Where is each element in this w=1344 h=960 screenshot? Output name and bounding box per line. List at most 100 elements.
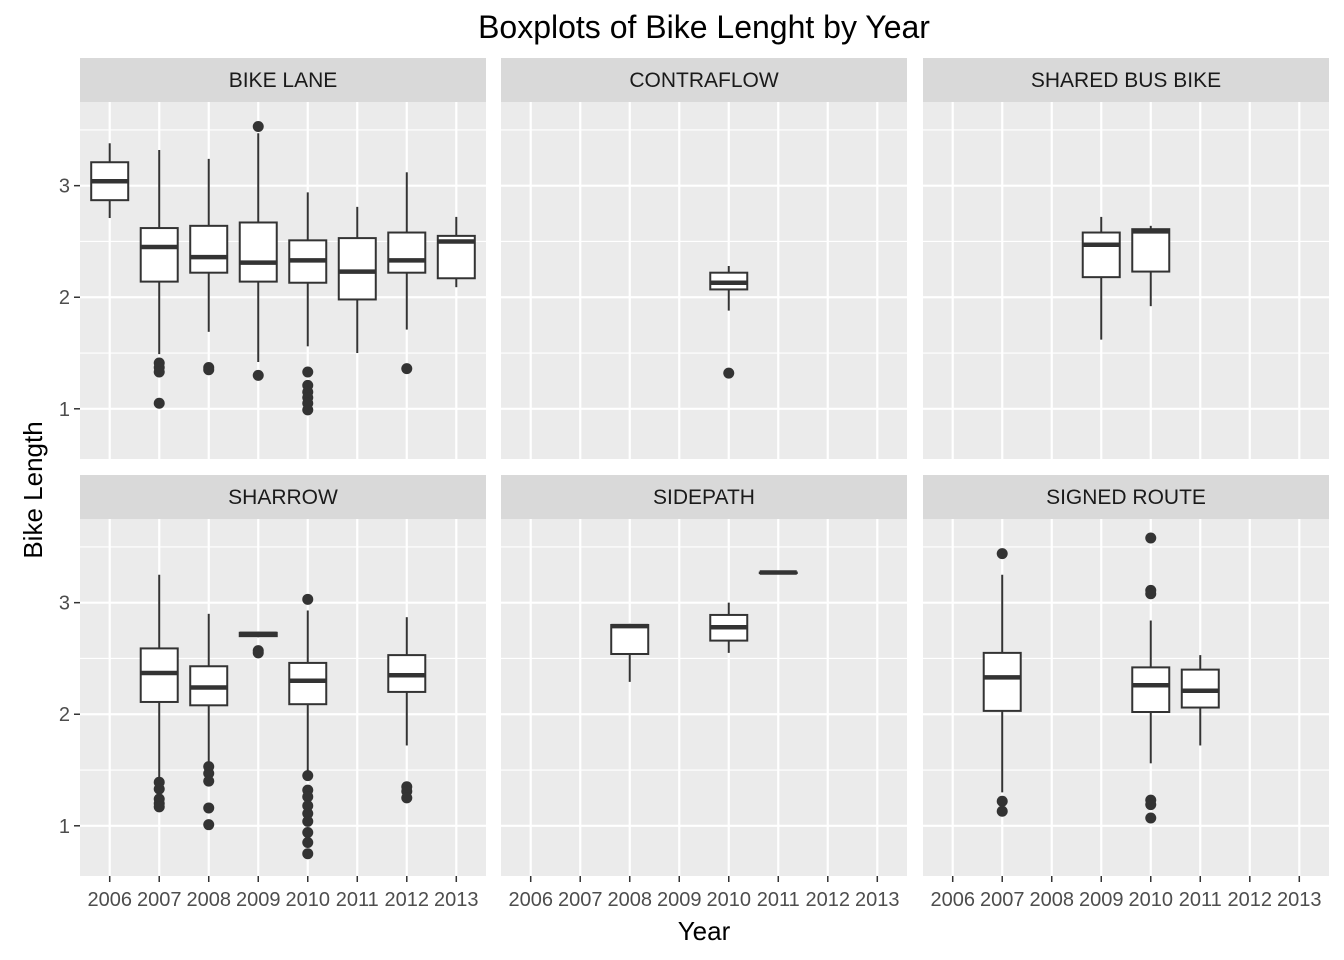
x-tick-label: 2007 xyxy=(137,889,182,911)
box-bike-lane-2012 xyxy=(387,172,427,375)
box-contraflow-2010 xyxy=(709,265,749,379)
box-signed-route-2010 xyxy=(1131,532,1171,824)
box-sharrow-2008 xyxy=(189,613,229,831)
box-iqr xyxy=(387,231,427,274)
outlier-point xyxy=(302,815,314,827)
x-tick-label: 2009 xyxy=(657,889,702,911)
outlier-point xyxy=(252,647,264,659)
box-iqr xyxy=(1131,228,1171,273)
y-tick-label: 1 xyxy=(59,816,70,838)
x-tick-label: 2012 xyxy=(1228,889,1273,911)
x-tick-label: 2008 xyxy=(607,889,652,911)
x-tick-label: 2007 xyxy=(558,889,603,911)
box-iqr xyxy=(610,623,650,655)
facet-sidepath: SIDEPATH 2006 2007 2008 2009 2010 2011 2012 2013 xyxy=(501,475,907,911)
outlier-point xyxy=(996,795,1008,807)
box-bike-lane-2011 xyxy=(337,206,377,354)
facet-strip xyxy=(923,58,1329,102)
facet-strip-label: SIGNED ROUTE xyxy=(1046,486,1206,509)
box-sharrow-2010 xyxy=(288,593,328,860)
outlier-point xyxy=(153,801,165,813)
x-tick-label: 2011 xyxy=(1179,889,1222,911)
outlier-point xyxy=(401,792,413,804)
box-iqr xyxy=(1131,666,1171,714)
outlier-point xyxy=(302,770,314,782)
y-tick-label: 2 xyxy=(59,287,70,309)
facet-strip xyxy=(501,58,907,102)
x-tick-label: 2007 xyxy=(980,889,1025,911)
x-tick-label: 2006 xyxy=(87,889,132,911)
outlier-point xyxy=(203,819,215,831)
outlier-point xyxy=(302,808,314,820)
outlier-point xyxy=(153,397,165,409)
panel-background xyxy=(501,519,907,876)
x-tick-label: 2013 xyxy=(434,889,479,911)
box-signed-route-2011 xyxy=(1180,655,1220,746)
outlier-point xyxy=(302,404,314,416)
chart-title: Boxplots of Bike Lenght by Year xyxy=(478,9,930,45)
y-axis-title: Bike Length xyxy=(18,421,48,558)
outlier-point xyxy=(153,366,165,378)
box-shared-bus-bike-2009 xyxy=(1081,216,1121,340)
box-iqr xyxy=(982,651,1022,712)
facet-strip-label: SHARROW xyxy=(228,486,338,509)
x-tick-label: 2008 xyxy=(186,889,231,911)
outlier-point xyxy=(302,826,314,838)
outlier-point xyxy=(1145,812,1157,824)
facet-contraflow: CONTRAFLOW xyxy=(501,58,907,459)
box-sharrow-2009 xyxy=(238,631,278,659)
outlier-point xyxy=(252,369,264,381)
box-sidepath-2008 xyxy=(610,623,650,682)
x-tick-label: 2013 xyxy=(1277,889,1322,911)
facet-strip xyxy=(80,475,486,519)
outlier-point xyxy=(302,366,314,378)
box-bike-lane-2009 xyxy=(238,121,278,381)
y-tick-label: 1 xyxy=(59,399,70,421)
box-sharrow-2012 xyxy=(387,617,427,804)
outlier-point xyxy=(723,367,735,379)
box-iqr xyxy=(1081,231,1121,279)
outlier-point xyxy=(203,364,215,376)
x-tick-label: 2006 xyxy=(508,889,553,911)
box-iqr xyxy=(139,227,179,283)
x-tick-label: 2012 xyxy=(385,889,430,911)
outlier-point xyxy=(401,363,413,375)
facet-grid: BIKE LANE 1 2 3 CONTRAFLOW SHARED BUS BIKE SHA… xyxy=(59,58,1329,911)
outlier-point xyxy=(1145,532,1157,544)
box-iqr xyxy=(238,221,278,283)
outlier-point xyxy=(203,775,215,787)
facet-strip xyxy=(923,475,1329,519)
panel-background xyxy=(501,102,907,459)
facet-strip-label: SIDEPATH xyxy=(653,486,755,509)
facet-bike-lane: BIKE LANE 1 2 3 xyxy=(59,58,486,459)
outlier-point xyxy=(1145,588,1157,600)
facet-shared-bus-bike: SHARED BUS BIKE xyxy=(923,58,1329,459)
x-tick-label: 2011 xyxy=(336,889,379,911)
x-axis-title: Year xyxy=(678,916,731,946)
facet-strip-label: CONTRAFLOW xyxy=(629,69,779,92)
x-tick-label: 2006 xyxy=(930,889,975,911)
box-bike-lane-2006 xyxy=(90,143,130,219)
x-tick-label: 2012 xyxy=(806,889,851,911)
y-tick-label: 3 xyxy=(59,176,70,198)
box-iqr xyxy=(189,224,229,274)
x-tick-label: 2008 xyxy=(1029,889,1074,911)
facet-sharrow: SHARROW 1 2 3 2006 2007 2008 2009 2010 2011 2012 20… xyxy=(59,475,486,911)
x-tick-label: 2009 xyxy=(236,889,281,911)
outlier-point xyxy=(996,805,1008,817)
box-iqr xyxy=(337,237,377,301)
box-bike-lane-2013 xyxy=(436,216,476,288)
y-tick-label: 2 xyxy=(59,704,70,726)
box-iqr xyxy=(288,661,328,706)
x-tick-label: 2011 xyxy=(757,889,800,911)
box-shared-bus-bike-2010 xyxy=(1131,225,1171,307)
box-signed-route-2007 xyxy=(982,548,1022,817)
outlier-point xyxy=(1145,799,1157,811)
outlier-point xyxy=(302,837,314,849)
box-sidepath-2010 xyxy=(709,602,749,653)
outlier-point xyxy=(203,802,215,814)
outlier-point xyxy=(203,767,215,779)
y-tick-label: 3 xyxy=(59,593,70,615)
facet-strip xyxy=(80,58,486,102)
